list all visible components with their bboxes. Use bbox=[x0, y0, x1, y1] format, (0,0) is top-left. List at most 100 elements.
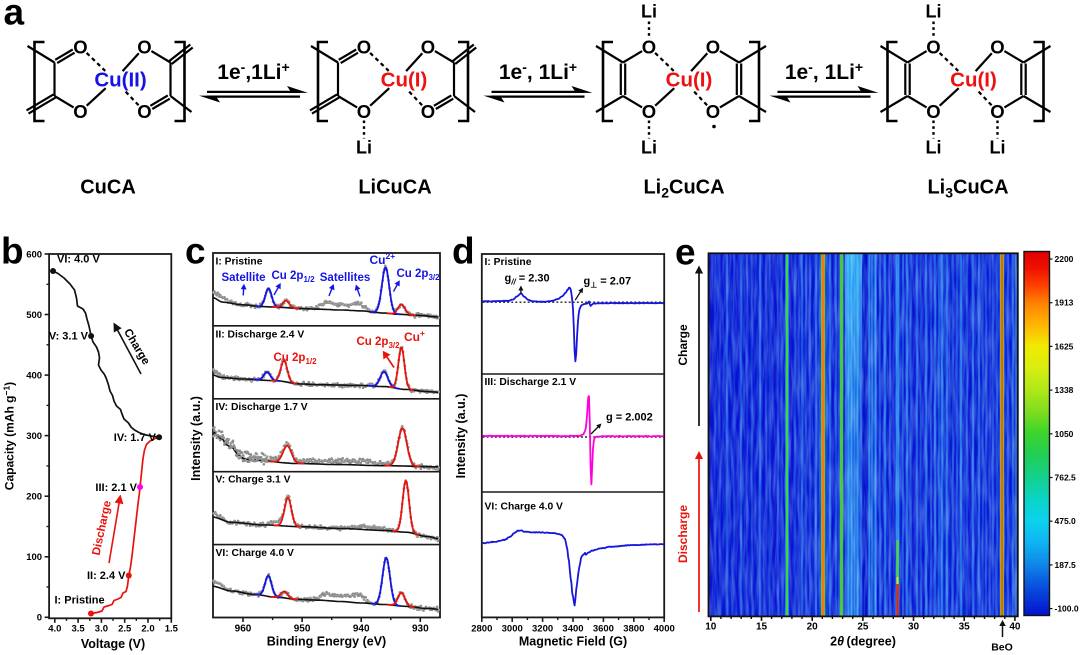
svg-text:25: 25 bbox=[857, 622, 869, 633]
svg-text:O: O bbox=[73, 101, 87, 122]
svg-text:3600: 3600 bbox=[593, 624, 614, 635]
svg-text:V: Charge 3.1 V: V: Charge 3.1 V bbox=[216, 475, 291, 486]
svg-text:e: e bbox=[675, 232, 696, 273]
svg-text:3.0: 3.0 bbox=[95, 624, 108, 635]
svg-text:O: O bbox=[926, 101, 940, 122]
svg-text:2.0: 2.0 bbox=[141, 624, 154, 635]
svg-text:Cu(I): Cu(I) bbox=[950, 69, 997, 92]
svg-text:1e-,1Li+: 1e-,1Li+ bbox=[217, 59, 289, 84]
svg-text:Li: Li bbox=[641, 2, 657, 22]
svg-text:Li: Li bbox=[641, 138, 657, 158]
svg-text:4000: 4000 bbox=[654, 624, 675, 635]
svg-text:III: 2.1 V: III: 2.1 V bbox=[95, 482, 137, 494]
svg-text:Cu(I): Cu(I) bbox=[381, 69, 428, 92]
svg-text:20: 20 bbox=[807, 622, 819, 633]
svg-text:960: 960 bbox=[235, 624, 252, 635]
svg-text:2800: 2800 bbox=[471, 624, 492, 635]
svg-text:Charge: Charge bbox=[676, 324, 690, 366]
svg-text:O: O bbox=[926, 37, 940, 58]
svg-text:1e-, 1Li+: 1e-, 1Li+ bbox=[785, 59, 863, 84]
svg-text:Li: Li bbox=[356, 138, 372, 158]
svg-text:d: d bbox=[452, 231, 475, 272]
svg-text:1338: 1338 bbox=[1055, 385, 1074, 395]
svg-text:950: 950 bbox=[294, 624, 311, 635]
svg-text:-100.0: -100.0 bbox=[1055, 604, 1079, 614]
svg-text:CuCA: CuCA bbox=[80, 177, 136, 199]
svg-text:Cu+: Cu+ bbox=[404, 328, 425, 344]
svg-text:940: 940 bbox=[353, 624, 370, 635]
svg-text:400: 400 bbox=[26, 371, 42, 382]
svg-text:II: Discharge 2.4 V: II: Discharge 2.4 V bbox=[216, 329, 305, 340]
svg-text:O: O bbox=[706, 101, 720, 122]
svg-text:g// = 2.30: g// = 2.30 bbox=[505, 273, 550, 287]
svg-text:1050: 1050 bbox=[1055, 429, 1074, 439]
svg-text:15: 15 bbox=[756, 622, 768, 633]
svg-text:1913: 1913 bbox=[1055, 298, 1074, 308]
svg-text:Li: Li bbox=[926, 138, 942, 158]
svg-text:O: O bbox=[421, 101, 435, 122]
svg-text:Magnetic Field (G): Magnetic Field (G) bbox=[519, 635, 627, 649]
svg-text:10: 10 bbox=[705, 622, 717, 633]
svg-text:600: 600 bbox=[26, 249, 42, 260]
svg-text:O: O bbox=[73, 37, 87, 58]
svg-text:IV: 1.7 V: IV: 1.7 V bbox=[114, 432, 157, 444]
svg-text:Intensity (a.u.): Intensity (a.u.) bbox=[454, 394, 468, 479]
svg-text:187.5: 187.5 bbox=[1055, 560, 1077, 570]
svg-text:O: O bbox=[990, 37, 1004, 58]
svg-text:I: Pristine: I: Pristine bbox=[216, 257, 263, 268]
svg-text:3.5: 3.5 bbox=[71, 624, 85, 635]
svg-text:O: O bbox=[421, 37, 435, 58]
svg-text:4.0: 4.0 bbox=[48, 624, 61, 635]
svg-text:2.5: 2.5 bbox=[118, 624, 132, 635]
svg-text:V: 3.1 V: V: 3.1 V bbox=[49, 331, 89, 343]
svg-text:Cu(I): Cu(I) bbox=[666, 69, 713, 92]
svg-text:c: c bbox=[185, 231, 206, 272]
svg-text:O: O bbox=[642, 37, 656, 58]
svg-text:200: 200 bbox=[26, 492, 42, 503]
svg-text:Li3CuCA: Li3CuCA bbox=[927, 177, 1008, 201]
svg-text:Discharge: Discharge bbox=[676, 505, 690, 563]
svg-text:2200: 2200 bbox=[1055, 254, 1074, 264]
svg-text:30: 30 bbox=[908, 622, 920, 633]
svg-text:O: O bbox=[706, 37, 720, 58]
svg-text:3400: 3400 bbox=[562, 624, 583, 635]
svg-text:IV: Discharge 1.7 V: IV: Discharge 1.7 V bbox=[216, 402, 308, 413]
svg-text:O: O bbox=[137, 37, 151, 58]
svg-text:762.5: 762.5 bbox=[1055, 473, 1077, 483]
svg-text:O: O bbox=[990, 101, 1004, 122]
svg-text:3000: 3000 bbox=[502, 624, 523, 635]
svg-text:35: 35 bbox=[959, 622, 971, 633]
svg-text:40: 40 bbox=[1009, 622, 1021, 633]
svg-text:100: 100 bbox=[26, 552, 42, 563]
svg-text:930: 930 bbox=[412, 624, 429, 635]
svg-text:VI: Charge 4.0 V: VI: Charge 4.0 V bbox=[485, 502, 564, 513]
svg-text:2θ (degree): 2θ (degree) bbox=[830, 635, 896, 649]
svg-text:3200: 3200 bbox=[532, 624, 553, 635]
svg-text:Li2CuCA: Li2CuCA bbox=[643, 177, 724, 201]
svg-text:I: Pristine: I: Pristine bbox=[55, 595, 105, 607]
svg-text:Satellites: Satellites bbox=[320, 272, 371, 284]
svg-text:Voltage (V): Voltage (V) bbox=[81, 637, 145, 651]
svg-text:a: a bbox=[4, 0, 25, 32]
svg-text:LiCuCA: LiCuCA bbox=[358, 177, 431, 199]
svg-text:BeO: BeO bbox=[991, 642, 1013, 654]
svg-text:VI: 4.0 V: VI: 4.0 V bbox=[57, 254, 100, 266]
svg-text:O: O bbox=[357, 37, 371, 58]
svg-text:300: 300 bbox=[26, 431, 42, 442]
svg-text:VI: Charge 4.0 V: VI: Charge 4.0 V bbox=[216, 548, 295, 559]
svg-text:Intensity (a.u.): Intensity (a.u.) bbox=[189, 396, 203, 481]
svg-text:0: 0 bbox=[37, 613, 42, 624]
svg-text:b: b bbox=[1, 231, 24, 272]
svg-text:1.5: 1.5 bbox=[165, 624, 179, 635]
svg-text:Li: Li bbox=[926, 2, 942, 22]
svg-text:Li: Li bbox=[990, 138, 1006, 158]
svg-text:1625: 1625 bbox=[1055, 341, 1074, 351]
svg-text:Capacity (mAh g−1): Capacity (mAh g−1) bbox=[2, 382, 17, 490]
svg-text:I: Pristine: I: Pristine bbox=[485, 257, 532, 268]
svg-text:O: O bbox=[642, 101, 656, 122]
svg-text:III: Discharge 2.1 V: III: Discharge 2.1 V bbox=[485, 377, 577, 388]
svg-text:Cu(II): Cu(II) bbox=[94, 69, 146, 92]
svg-text:Satellite: Satellite bbox=[221, 272, 265, 284]
svg-text:g = 2.002: g = 2.002 bbox=[606, 412, 653, 424]
svg-text:O: O bbox=[137, 101, 151, 122]
